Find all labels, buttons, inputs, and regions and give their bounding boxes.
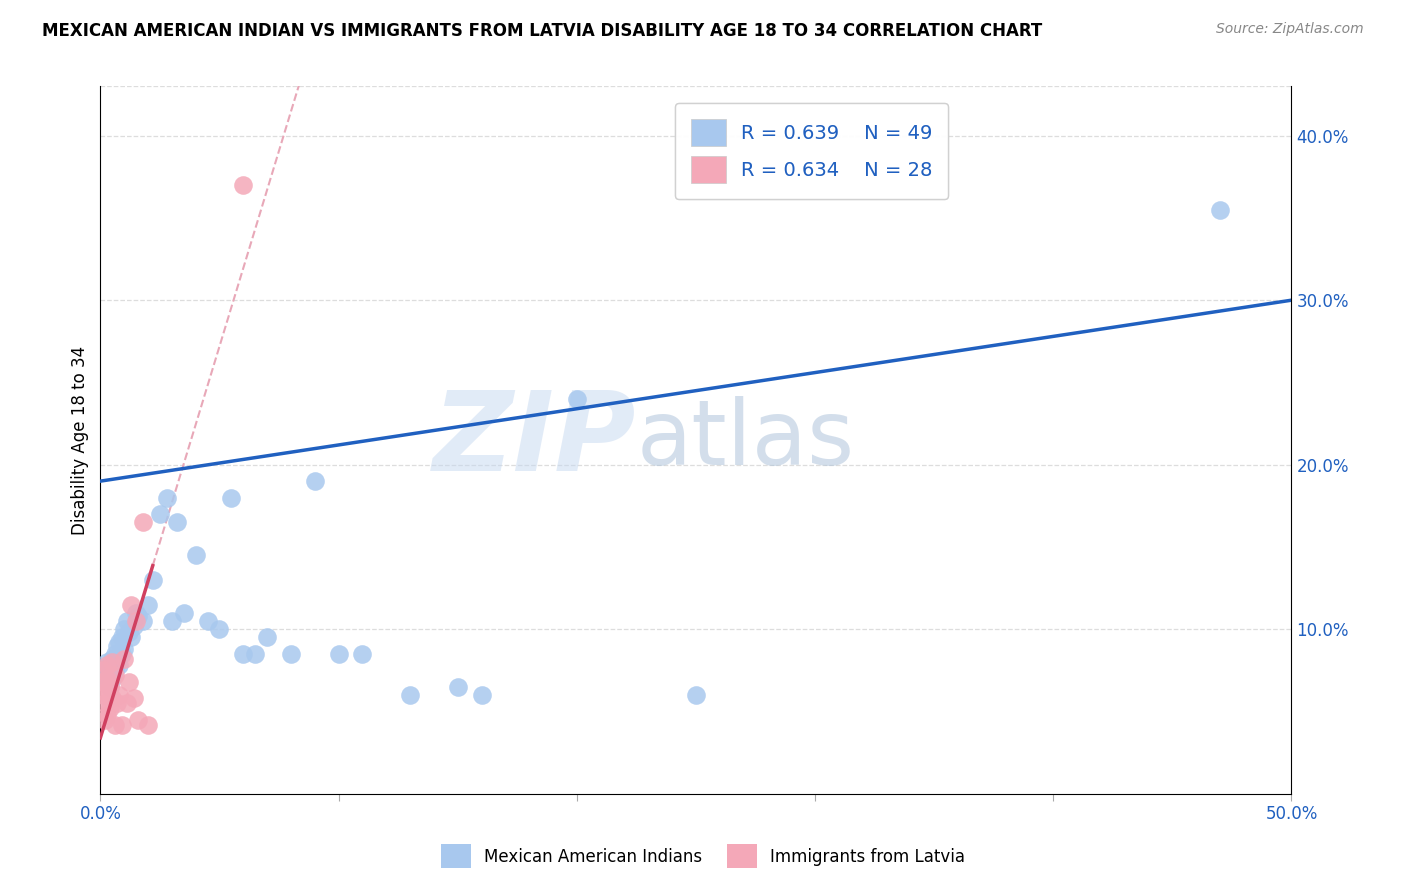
- Point: [142, 573, 165, 587]
- Legend: Mexican American Indians, Immigrants from Latvia: Mexican American Indians, Immigrants fro…: [434, 838, 972, 875]
- Point: [280, 647, 302, 661]
- Point: [208, 622, 231, 636]
- Point: [136, 717, 159, 731]
- Text: MEXICAN AMERICAN INDIAN VS IMMIGRANTS FROM LATVIA DISABILITY AGE 18 TO 34 CORREL: MEXICAN AMERICAN INDIAN VS IMMIGRANTS FR…: [42, 22, 1042, 40]
- Point: [120, 598, 142, 612]
- Point: [156, 491, 179, 505]
- Point: [447, 680, 470, 694]
- Point: [122, 691, 145, 706]
- Point: [111, 647, 134, 661]
- Point: [115, 614, 138, 628]
- Point: [166, 515, 188, 529]
- Point: [94, 713, 117, 727]
- Point: [125, 614, 148, 628]
- Text: Source: ZipAtlas.com: Source: ZipAtlas.com: [1216, 22, 1364, 37]
- Point: [127, 609, 149, 624]
- Point: [112, 652, 135, 666]
- Point: [184, 548, 207, 562]
- Point: [91, 663, 114, 677]
- Point: [115, 696, 138, 710]
- Point: [112, 622, 135, 636]
- Point: [91, 674, 114, 689]
- Point: [104, 663, 127, 677]
- Point: [221, 491, 243, 505]
- Point: [127, 713, 149, 727]
- Point: [118, 625, 141, 640]
- Point: [94, 684, 117, 698]
- Point: [136, 598, 159, 612]
- Point: [1209, 202, 1232, 217]
- Point: [256, 631, 278, 645]
- Point: [96, 707, 118, 722]
- Legend: R = 0.639    N = 49, R = 0.634    N = 28: R = 0.639 N = 49, R = 0.634 N = 28: [675, 103, 948, 199]
- Point: [104, 668, 127, 682]
- Point: [118, 674, 141, 689]
- Point: [108, 688, 131, 702]
- Point: [232, 647, 254, 661]
- Point: [98, 680, 121, 694]
- Point: [399, 688, 422, 702]
- Point: [94, 674, 117, 689]
- Point: [111, 717, 134, 731]
- Point: [173, 606, 195, 620]
- Point: [98, 680, 121, 694]
- Point: [101, 652, 124, 666]
- Point: [91, 663, 114, 677]
- Point: [132, 614, 155, 628]
- Point: [96, 658, 118, 673]
- Text: ZIP: ZIP: [433, 386, 637, 493]
- Point: [96, 672, 118, 686]
- Point: [160, 614, 183, 628]
- Point: [112, 641, 135, 656]
- Point: [101, 655, 124, 669]
- Point: [125, 606, 148, 620]
- Point: [98, 701, 121, 715]
- Point: [120, 631, 142, 645]
- Y-axis label: Disability Age 18 to 34: Disability Age 18 to 34: [72, 345, 89, 534]
- Point: [96, 668, 118, 682]
- Point: [304, 474, 326, 488]
- Point: [685, 688, 707, 702]
- Point: [108, 658, 131, 673]
- Point: [108, 635, 131, 649]
- Point: [565, 392, 588, 406]
- Point: [98, 658, 121, 673]
- Point: [245, 647, 267, 661]
- Point: [122, 619, 145, 633]
- Point: [352, 647, 374, 661]
- Point: [94, 696, 117, 710]
- Point: [232, 178, 254, 192]
- Point: [105, 655, 128, 669]
- Point: [132, 515, 155, 529]
- Point: [104, 717, 127, 731]
- Point: [104, 647, 127, 661]
- Point: [470, 688, 492, 702]
- Point: [111, 631, 134, 645]
- Point: [105, 639, 128, 653]
- Text: atlas: atlas: [637, 396, 855, 484]
- Point: [197, 614, 219, 628]
- Point: [101, 691, 124, 706]
- Point: [96, 655, 118, 669]
- Point: [91, 688, 114, 702]
- Point: [101, 672, 124, 686]
- Point: [149, 507, 172, 521]
- Point: [328, 647, 350, 661]
- Point: [105, 696, 128, 710]
